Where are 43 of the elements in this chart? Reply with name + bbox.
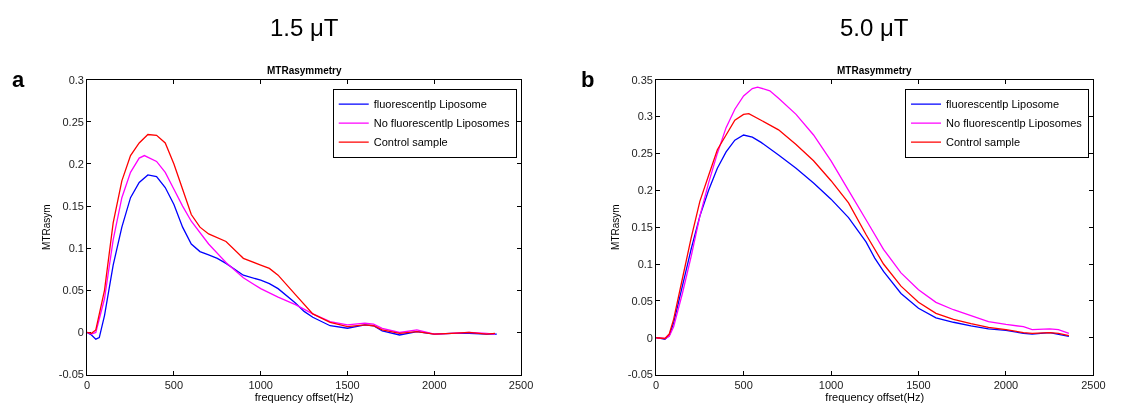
- x-tick-label: 2000: [993, 378, 1019, 391]
- chart-title: 1.5 μT: [270, 14, 339, 41]
- legend-label: fluorescentlp Liposome: [946, 98, 1060, 111]
- y-tick-label: -0.05: [58, 368, 84, 381]
- legend-label: Control sample: [373, 136, 448, 149]
- y-axis-title: MTRasym: [609, 204, 621, 250]
- y-tick-label: 0.2: [68, 157, 84, 170]
- x-tick-label: 2500: [1081, 378, 1106, 391]
- x-tick-label: 2000: [422, 378, 447, 391]
- y-tick-label: 0.25: [62, 115, 84, 128]
- y-tick-label: 0.3: [637, 110, 653, 123]
- x-axis-title: frequency offset(Hz): [254, 390, 354, 403]
- y-tick-label: 0.2: [637, 184, 653, 197]
- x-tick-label: 1500: [335, 378, 360, 391]
- y-axis-title: MTRasym: [40, 204, 52, 250]
- y-tick-label: 0.25: [631, 147, 653, 160]
- legend-label: No fluorescentlp Liposomes: [373, 117, 510, 130]
- x-tick-label: 500: [164, 378, 184, 391]
- chart-subtitle: MTRasymmetry: [267, 65, 342, 76]
- x-tick-label: 2500: [508, 378, 534, 391]
- y-tick-label: 0.35: [631, 73, 653, 86]
- text: a: [12, 67, 25, 92]
- chart-title: 5.0 μT: [840, 14, 909, 41]
- x-tick-label: 1500: [906, 378, 931, 391]
- y-tick-label: 0.1: [68, 242, 84, 255]
- text: b: [581, 67, 595, 92]
- y-tick-label: 0.15: [631, 221, 653, 234]
- y-tick-label: 0: [646, 331, 653, 344]
- y-tick-label: 0.15: [62, 199, 84, 212]
- x-tick-label: 1000: [818, 378, 844, 391]
- x-tick-label: 500: [734, 378, 753, 391]
- x-tick-label: 1000: [248, 378, 273, 391]
- y-tick-label: 0.05: [631, 294, 653, 307]
- legend-label: No fluorescentlp Liposomes: [946, 117, 1083, 130]
- y-tick-label: 0.05: [62, 284, 84, 297]
- y-tick-label: -0.05: [627, 368, 653, 381]
- chart-subtitle: MTRasymmetry: [837, 65, 912, 76]
- legend-label: fluorescentlp Liposome: [373, 98, 487, 111]
- x-axis-title: frequency offset(Hz): [825, 390, 925, 403]
- y-tick-label: 0.3: [68, 73, 84, 86]
- y-tick-label: 0.1: [637, 257, 653, 270]
- y-tick-label: 0: [77, 326, 84, 339]
- legend-label: Control sample: [946, 136, 1021, 149]
